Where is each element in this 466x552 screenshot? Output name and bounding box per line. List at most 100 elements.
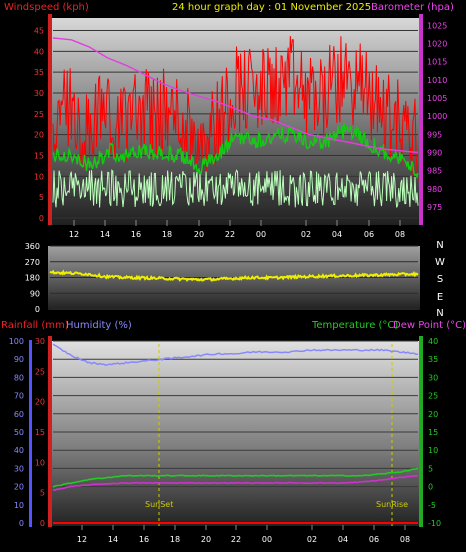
time-tick: 06 xyxy=(364,230,374,239)
windspeed-tick: 45 xyxy=(34,27,44,36)
barometer-ticks: 975 980 985 990 995 1000 1005 1010 1015 1020 1025 xyxy=(427,21,447,212)
windspeed-tick: 10 xyxy=(34,172,44,181)
compass-letter: N xyxy=(436,240,443,251)
time-tick: 02 xyxy=(301,230,311,239)
direction-degree-ticks: 0 90 180 270 360 xyxy=(25,242,40,314)
wind-average-line xyxy=(52,122,419,180)
humidity-tick: 80 xyxy=(14,373,24,382)
time-tick: 18 xyxy=(162,230,172,239)
degree-tick: 360 xyxy=(25,242,40,251)
rainfall-tick: 20 xyxy=(35,398,45,407)
temperature-axis xyxy=(419,336,423,527)
barometer-axis xyxy=(419,14,423,225)
wind-series xyxy=(52,35,419,208)
humidity-line xyxy=(52,343,419,366)
time-tick: 00 xyxy=(262,535,272,544)
windspeed-tick: 0 xyxy=(39,214,44,223)
sunset-label: SunSet xyxy=(145,500,173,509)
degree-tick: 90 xyxy=(30,289,40,298)
windspeed-ticks: 0 5 10 15 20 25 30 35 40 45 xyxy=(34,27,44,224)
rainfall-tick: 0 xyxy=(40,519,45,528)
temperature-tick: 25 xyxy=(428,392,438,401)
graph-title: 24 hour graph day : 01 November 2025 xyxy=(172,2,371,13)
barometer-tick: 1005 xyxy=(427,94,447,103)
humidity-tick: 30 xyxy=(14,464,24,473)
time-tick: 08 xyxy=(400,535,410,544)
windspeed-tick: 35 xyxy=(34,68,44,77)
windspeed-tick: 20 xyxy=(34,131,44,140)
time-tick: 04 xyxy=(332,230,342,239)
temperature-tick: 0 xyxy=(428,483,433,492)
time-tick: 12 xyxy=(77,535,87,544)
barometer-tick: 1000 xyxy=(427,112,447,121)
time-tick: 00 xyxy=(256,230,266,239)
windspeed-tick: 15 xyxy=(34,152,44,161)
humidity-tick: 10 xyxy=(14,501,24,510)
rainfall-tick: 15 xyxy=(35,428,45,437)
temperature-tick: 30 xyxy=(428,373,438,382)
barometer-tick: 980 xyxy=(427,185,442,194)
barometer-tick: 1025 xyxy=(427,21,447,30)
windspeed-tick: 40 xyxy=(34,47,44,56)
humidity-tick: 90 xyxy=(14,355,24,364)
direction-line xyxy=(49,269,419,283)
time-tick: 04 xyxy=(338,535,348,544)
rainfall-label: Rainfall (mm) xyxy=(1,320,69,331)
temperature-tick: 15 xyxy=(428,428,438,437)
time-tick: 16 xyxy=(131,230,141,239)
windspeed-tick: 5 xyxy=(39,193,44,202)
temperature-label: Temperature (°C) xyxy=(311,320,398,331)
compass-letter: W xyxy=(435,257,445,268)
degree-tick: 0 xyxy=(35,305,40,314)
time-tick: 22 xyxy=(225,230,235,239)
wind-gust-line xyxy=(52,35,419,182)
humidity-tick: 20 xyxy=(14,483,24,492)
windspeed-tick: 25 xyxy=(34,110,44,119)
time-tick: 18 xyxy=(170,535,180,544)
rainfall-tick: 30 xyxy=(35,337,45,346)
rainfall-ticks: 0 5 10 15 20 25 30 xyxy=(35,337,45,528)
temperature-tick: 10 xyxy=(428,446,438,455)
time-tick: 02 xyxy=(307,535,317,544)
direction-series xyxy=(49,269,419,283)
degree-tick: 180 xyxy=(25,274,40,283)
windspeed-tick: 30 xyxy=(34,89,44,98)
time-tick: 08 xyxy=(395,230,405,239)
humidity-tick: 50 xyxy=(14,428,24,437)
temperature-ticks: -10 -5 0 5 10 15 20 25 30 35 40 xyxy=(428,337,441,528)
barometer-tick: 1010 xyxy=(427,76,447,85)
rainfall-tick: 25 xyxy=(35,367,45,376)
temp-plot-area xyxy=(48,341,420,526)
wind-low-line xyxy=(52,169,419,208)
barometer-tick: 990 xyxy=(427,149,442,158)
humidity-axis xyxy=(29,340,32,527)
dewpoint-label: Dew Point (°C) xyxy=(393,320,466,331)
time-tick: 20 xyxy=(201,535,211,544)
temp-series xyxy=(52,343,419,524)
barometer-line xyxy=(52,37,419,154)
time-tick: 06 xyxy=(369,535,379,544)
temperature-tick: 20 xyxy=(428,410,438,419)
humidity-label: Humidity (%) xyxy=(66,320,132,331)
temperature-tick: 35 xyxy=(428,355,438,364)
windspeed-label: Windspeed (kph) xyxy=(4,2,89,13)
temperature-tick: 40 xyxy=(428,337,438,346)
dewpoint-line xyxy=(52,474,419,492)
humidity-tick: 40 xyxy=(14,446,24,455)
barometer-tick: 995 xyxy=(427,130,442,139)
time-tick: 22 xyxy=(231,535,241,544)
windspeed-axis xyxy=(48,14,52,225)
time-tick: 14 xyxy=(108,535,118,544)
sunrise-label: SunRise xyxy=(376,500,408,509)
time-tick: 16 xyxy=(139,535,149,544)
temperature-tick: 5 xyxy=(428,464,433,473)
time-tick: 12 xyxy=(69,230,79,239)
humidity-tick: 70 xyxy=(14,392,24,401)
barometer-tick: 975 xyxy=(427,203,442,212)
barometer-tick: 1020 xyxy=(427,39,447,48)
rainfall-axis xyxy=(48,336,52,527)
barometer-label: Barometer (hpa) xyxy=(371,2,454,13)
time-tick: 14 xyxy=(100,230,110,239)
compass-letter: S xyxy=(437,274,443,285)
